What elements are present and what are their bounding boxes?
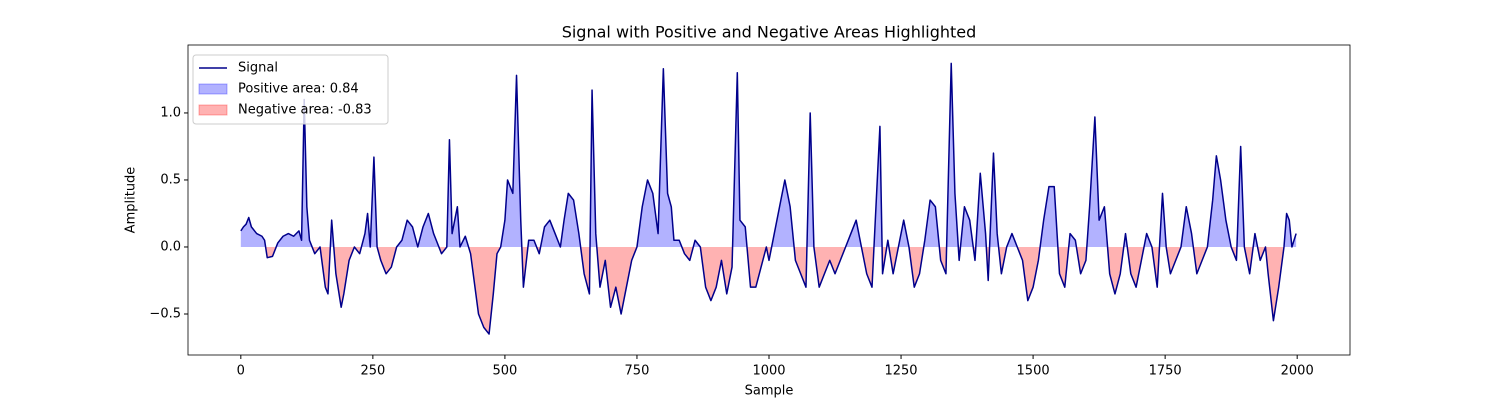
legend-label: Negative area: -0.83 [238, 103, 372, 118]
x-tick-label: 1500 [1017, 364, 1050, 379]
x-tick-label: 1750 [1149, 364, 1182, 379]
negative-area [240, 246, 1297, 335]
x-axis-label: Sample [745, 384, 794, 399]
y-tick-label: 1.0 [160, 105, 181, 120]
positive-area [240, 63, 1297, 247]
legend-label: Positive area: 0.84 [238, 82, 359, 97]
legend-patch [198, 83, 228, 95]
x-tick-label: 500 [492, 364, 517, 379]
legend-label: Signal [238, 61, 278, 76]
legend-box [192, 54, 389, 125]
y-axis-label: Amplitude [124, 167, 139, 234]
x-tick-label: 0 [237, 364, 245, 379]
y-tick-label: −0.5 [149, 306, 181, 321]
x-tick-label: 1250 [884, 364, 917, 379]
chart-title: Signal with Positive and Negative Areas … [562, 23, 977, 42]
signal-line [240, 62, 1297, 335]
x-tick-label: 1000 [752, 364, 785, 379]
x-tick-label: 250 [360, 364, 385, 379]
x-tick-label: 2000 [1281, 364, 1314, 379]
y-tick-label: 0.0 [160, 239, 181, 254]
legend-patch [198, 104, 228, 116]
x-tick-label: 750 [625, 364, 650, 379]
y-tick-label: 0.5 [160, 172, 181, 187]
